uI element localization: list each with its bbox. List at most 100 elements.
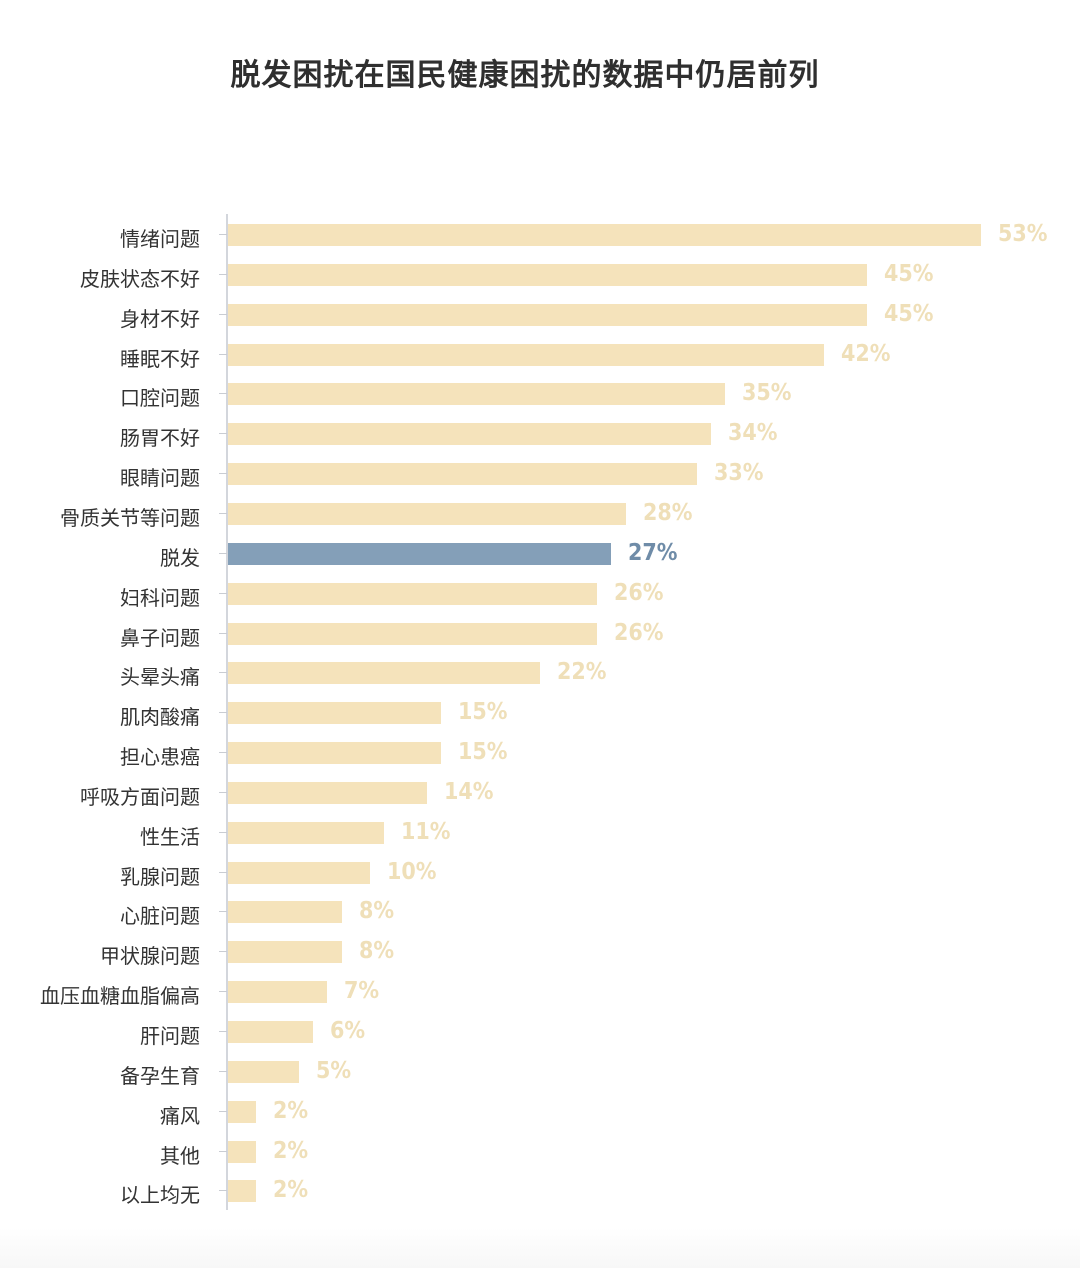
bar-row: 口腔问题 35% bbox=[0, 374, 1080, 414]
bar-row: 备孕生育 5% bbox=[0, 1052, 1080, 1092]
bar-row: 血压血糖血脂偏高 7% bbox=[0, 972, 1080, 1012]
axis-tick bbox=[219, 991, 227, 993]
category-label: 担心患癌 bbox=[120, 745, 200, 770]
axis-tick bbox=[219, 672, 227, 674]
bar-row: 皮肤状态不好 45% bbox=[0, 255, 1080, 295]
bar bbox=[228, 821, 384, 844]
axis-tick bbox=[219, 313, 227, 315]
bar bbox=[228, 861, 370, 884]
category-label: 鼻子问题 bbox=[120, 625, 200, 650]
axis-tick bbox=[219, 473, 227, 475]
bar-row: 心脏问题 8% bbox=[0, 892, 1080, 932]
bar-row: 肠胃不好 34% bbox=[0, 414, 1080, 454]
axis-tick bbox=[219, 552, 227, 554]
bar bbox=[228, 1140, 256, 1163]
axis-tick bbox=[219, 273, 227, 275]
axis-tick bbox=[219, 1070, 227, 1072]
value-label: 2% bbox=[273, 1097, 309, 1124]
bar-row: 甲状腺问题 8% bbox=[0, 932, 1080, 972]
category-label: 其他 bbox=[160, 1143, 200, 1168]
category-label: 皮肤状态不好 bbox=[80, 266, 200, 291]
category-label: 血压血糖血脂偏高 bbox=[40, 984, 200, 1009]
axis-tick bbox=[219, 234, 227, 235]
category-label: 心脏问题 bbox=[120, 904, 200, 929]
value-label: 42% bbox=[841, 340, 891, 367]
axis-tick bbox=[219, 752, 227, 754]
value-label: 2% bbox=[273, 1137, 309, 1164]
bar bbox=[228, 502, 626, 525]
bar bbox=[228, 1060, 299, 1083]
value-label: 33% bbox=[714, 460, 764, 487]
category-label: 性生活 bbox=[140, 824, 200, 849]
category-label: 脱发 bbox=[160, 545, 200, 570]
axis-tick bbox=[219, 1150, 227, 1152]
category-label: 肌肉酸痛 bbox=[120, 705, 200, 730]
axis-tick bbox=[219, 353, 227, 355]
y-axis-line bbox=[226, 214, 228, 1210]
value-label: 6% bbox=[330, 1018, 366, 1044]
bar bbox=[228, 263, 867, 286]
value-label: 5% bbox=[316, 1057, 352, 1084]
value-label: 8% bbox=[359, 938, 395, 965]
highlight-bar bbox=[228, 542, 611, 565]
bar-row: 脱发 27% bbox=[0, 534, 1080, 574]
value-label: 53% bbox=[998, 221, 1048, 247]
bar-row: 呼吸方面问题 14% bbox=[0, 773, 1080, 813]
category-label: 肝问题 bbox=[140, 1024, 200, 1048]
axis-tick bbox=[219, 831, 227, 833]
value-label: 8% bbox=[359, 898, 395, 925]
axis-tick bbox=[219, 512, 227, 514]
bar-row: 其他 2% bbox=[0, 1132, 1080, 1172]
category-label: 眼睛问题 bbox=[120, 466, 200, 491]
value-label: 14% bbox=[444, 778, 494, 805]
axis-tick bbox=[219, 951, 227, 953]
category-label: 痛风 bbox=[160, 1103, 200, 1128]
value-label: 27% bbox=[628, 539, 678, 566]
bar-row: 妇科问题 26% bbox=[0, 574, 1080, 614]
axis-tick bbox=[219, 1110, 227, 1112]
value-label: 34% bbox=[728, 420, 778, 447]
chart-title: 脱发困扰在国民健康困扰的数据中仍居前列 bbox=[230, 58, 820, 93]
bar-row: 眼睛问题 33% bbox=[0, 454, 1080, 494]
bar bbox=[228, 702, 441, 725]
bar bbox=[228, 1100, 256, 1123]
bar bbox=[228, 901, 342, 924]
bar-row: 鼻子问题 26% bbox=[0, 614, 1080, 654]
axis-tick bbox=[219, 393, 227, 395]
bar bbox=[228, 941, 342, 964]
value-label: 26% bbox=[614, 579, 664, 606]
value-label: 11% bbox=[401, 818, 451, 845]
category-label: 骨质关节等问题 bbox=[60, 505, 200, 530]
bar bbox=[228, 662, 540, 685]
category-label: 口腔问题 bbox=[120, 386, 200, 411]
axis-tick bbox=[219, 433, 227, 435]
bar-row: 担心患癌 15% bbox=[0, 733, 1080, 773]
axis-tick bbox=[219, 1031, 227, 1032]
category-label: 妇科问题 bbox=[120, 585, 200, 610]
value-label: 2% bbox=[273, 1177, 309, 1204]
category-label: 以上均无 bbox=[120, 1183, 200, 1208]
axis-tick bbox=[219, 1190, 227, 1192]
bar-row: 情绪问题 53% bbox=[0, 215, 1080, 255]
bar bbox=[228, 224, 981, 246]
axis-tick bbox=[219, 871, 227, 873]
bar bbox=[228, 343, 824, 366]
axis-tick bbox=[219, 791, 227, 793]
value-label: 22% bbox=[557, 659, 607, 686]
category-label: 头晕头痛 bbox=[120, 665, 200, 690]
bar-row: 肝问题 6% bbox=[0, 1012, 1080, 1052]
category-label: 情绪问题 bbox=[120, 227, 200, 251]
axis-tick bbox=[219, 911, 227, 913]
bar bbox=[228, 383, 725, 406]
value-label: 28% bbox=[643, 499, 693, 526]
bar bbox=[228, 781, 427, 804]
value-label: 45% bbox=[884, 300, 934, 327]
bar-row: 痛风 2% bbox=[0, 1092, 1080, 1132]
bar bbox=[228, 1021, 313, 1043]
category-label: 睡眠不好 bbox=[120, 346, 200, 371]
bottom-fade bbox=[0, 1228, 1080, 1268]
bar-row: 头晕头痛 22% bbox=[0, 653, 1080, 693]
value-label: 7% bbox=[344, 978, 380, 1005]
bar-row: 以上均无 2% bbox=[0, 1171, 1080, 1211]
